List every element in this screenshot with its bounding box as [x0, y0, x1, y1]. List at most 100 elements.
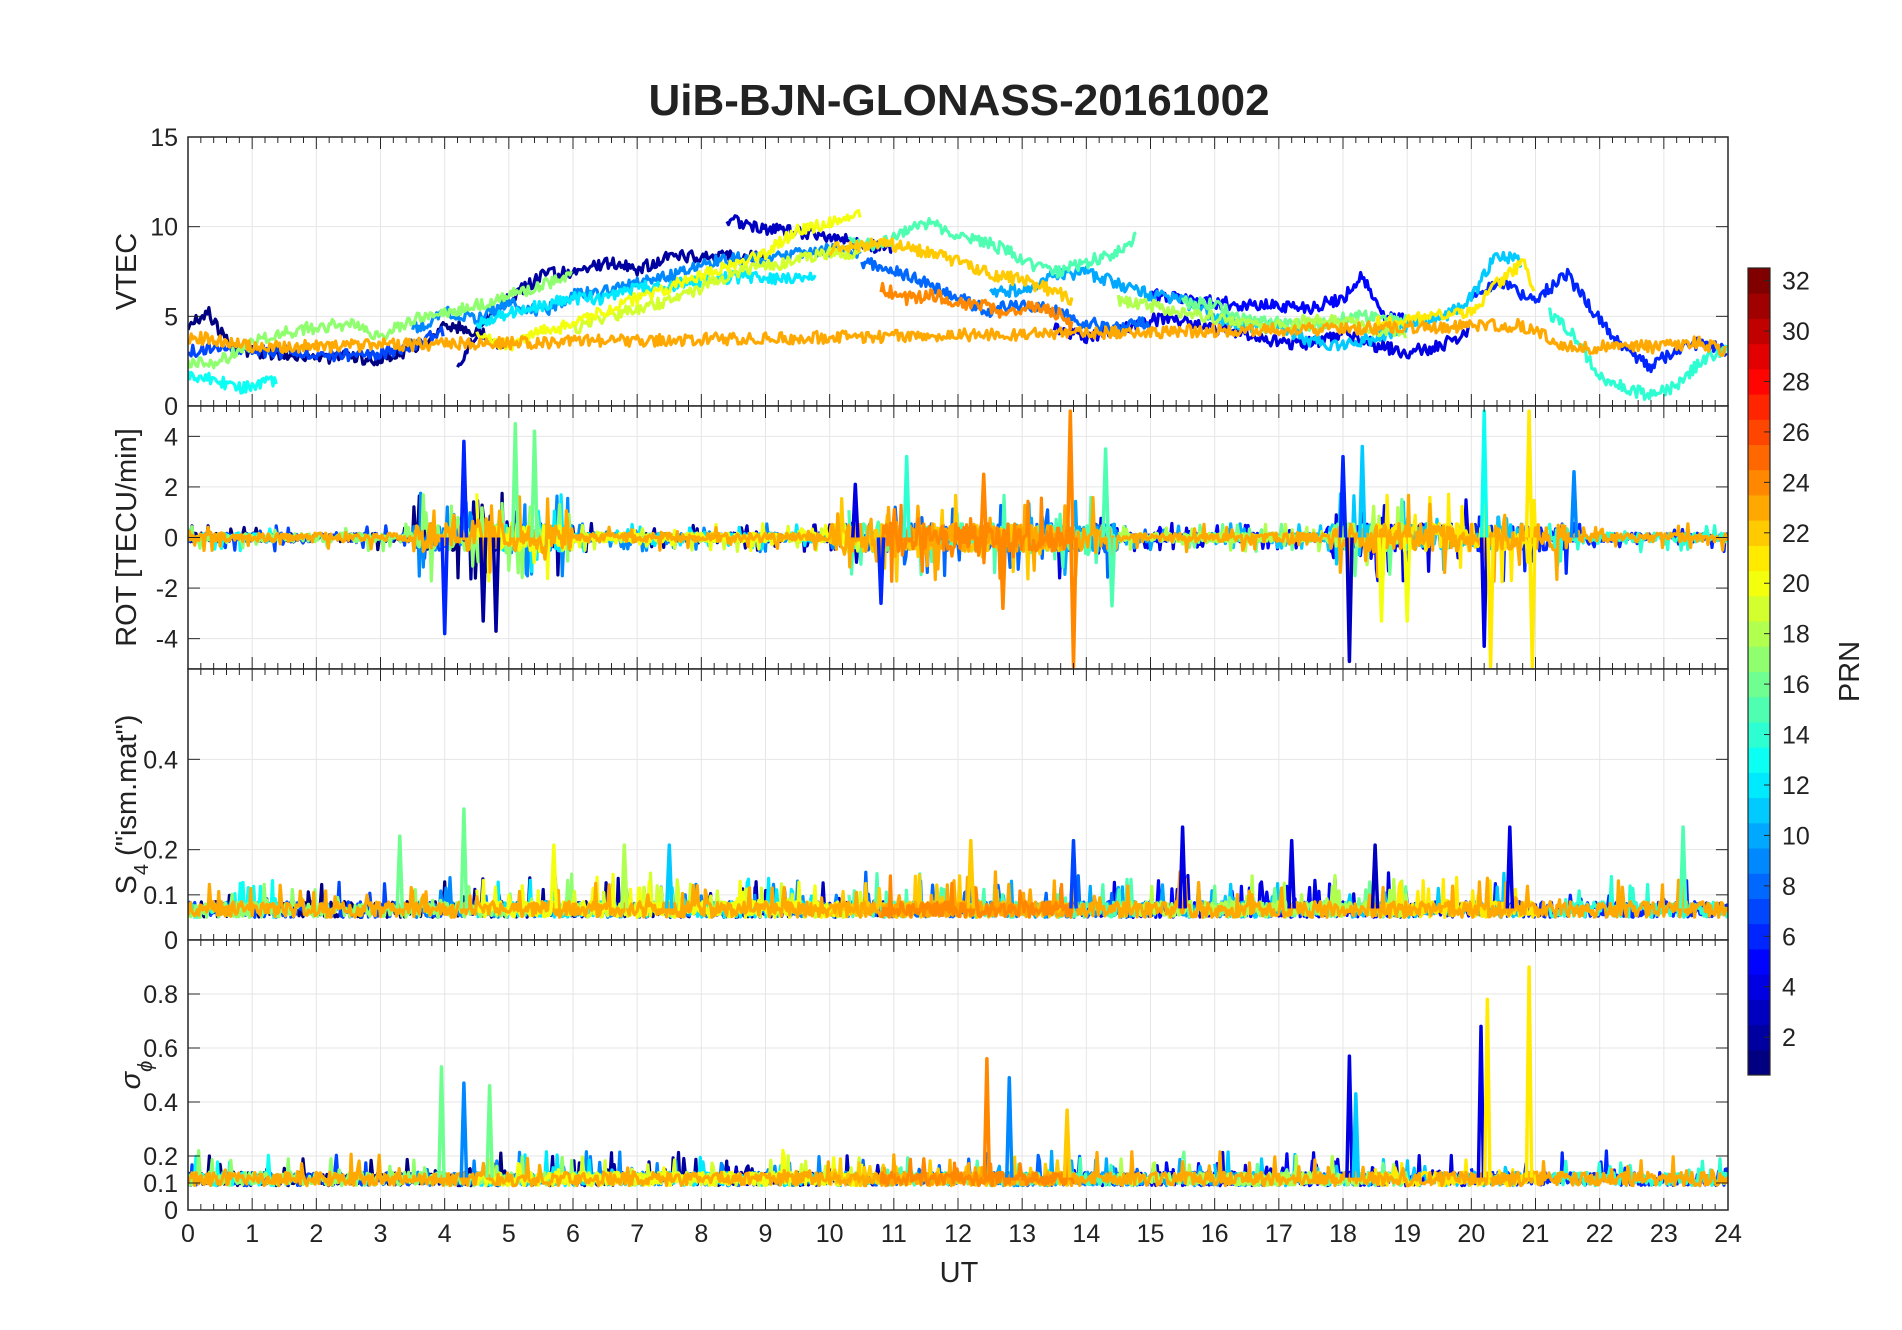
peak-prn-7-s4: [1069, 838, 1078, 909]
y-tick-label-vtec: 15: [150, 124, 178, 152]
peak-prn-14-rot: [902, 454, 911, 538]
colorbar-tick-label: 28: [1782, 368, 1810, 396]
peak-prn-11-rot: [1357, 444, 1367, 538]
peak-prn-15-rot: [1101, 447, 1110, 538]
colorbar-swatch-prn-19: [1748, 595, 1770, 622]
colorbar-swatch-prn-2: [1748, 1024, 1770, 1051]
peak-prn-16-sigma: [437, 1065, 446, 1178]
x-axis-label: UT: [940, 1257, 979, 1289]
y-tick-label-vtec: 5: [164, 303, 178, 331]
y-axis-label-s4: S4 ("ism.mat"): [111, 715, 153, 895]
peak-prn-24-rot: [1065, 409, 1075, 538]
panel-s4: 0 0.1 0.2 0.4S4 ("ism.mat"): [111, 668, 1729, 955]
colorbar-tick-label: 14: [1782, 722, 1810, 750]
chart-title: UiB-BJN-GLONASS-20161002: [648, 76, 1269, 125]
peak-prn-4-s4: [1505, 825, 1515, 909]
peak-prn-16-rot: [530, 429, 539, 538]
peak-prn-6-rot: [459, 439, 469, 538]
x-tick-label: 12: [944, 1220, 972, 1248]
colorbar-swatch-prn-3: [1748, 999, 1770, 1026]
y-tick-label-sigma: 0.1: [143, 1170, 178, 1198]
colorbar-swatch-prn-8: [1748, 873, 1770, 899]
series-prn-24-vtec: [879, 281, 1074, 332]
colorbar-tick-label: 32: [1782, 268, 1810, 296]
colorbar-tick-label: 30: [1782, 318, 1810, 346]
series-prn-23-vtec: [188, 317, 1727, 357]
panel-sigma: 00.10.2 0.4 0.6 0.8 σϕ: [115, 939, 1729, 1225]
panel-vtec: 0 5 10 15 VTEC: [111, 124, 1729, 421]
y-tick-label-rot: 0: [164, 525, 178, 553]
peak-prn-20-s4: [549, 843, 559, 909]
series-prn-17-vtec: [188, 270, 573, 370]
colorbar-swatch-prn-10: [1748, 822, 1770, 849]
y-tick-label-rot: -4: [156, 626, 178, 654]
colorbar-swatch-prn-26: [1748, 419, 1770, 446]
x-tick-label: 11: [881, 1220, 907, 1248]
peak-prn-9-rot: [1569, 470, 1579, 538]
peak-prn-4-s4: [1178, 825, 1187, 909]
colorbar-swatch-prn-21: [1748, 545, 1770, 572]
peak-prn-3-s4: [1370, 843, 1380, 909]
peak-prn-6-rot: [440, 537, 449, 636]
peak-prn-16-rot: [510, 421, 520, 538]
colorbar-tick-label: 20: [1782, 570, 1810, 598]
peak-prn-11-s4: [664, 843, 674, 909]
colorbar-tick-label: 10: [1782, 822, 1810, 850]
y-axis-label-vtec: VTEC: [111, 233, 143, 310]
peak-prn-21-rot: [1524, 409, 1534, 538]
colorbar-swatch-prn-27: [1748, 394, 1770, 420]
y-tick-label-s4: 0.1: [143, 882, 178, 910]
panel-rot: -4 -2 0 2 4 ROT [TECU/min]: [111, 405, 1729, 670]
series-prn-24-sigma: [879, 1156, 1076, 1188]
y-tick-label-s4: 0: [164, 927, 178, 955]
y-tick-label-sigma: 0.4: [143, 1089, 178, 1117]
peak-prn-16-sigma: [485, 1084, 494, 1178]
colorbar-swatch-prn-22: [1748, 520, 1770, 546]
y-tick-label-sigma: 0.2: [143, 1143, 178, 1171]
colorbar-swatch-prn-28: [1748, 368, 1770, 395]
series-prn-9-vtec: [411, 242, 862, 334]
panel-rot-data: [188, 409, 1728, 669]
peak-prn-4-s4: [1287, 838, 1296, 909]
series-prn-13-vtec: [188, 370, 278, 395]
colorbar-swatch-prn-32: [1748, 268, 1770, 294]
x-tick-label: 8: [694, 1220, 708, 1248]
peak-prn-21-sigma: [1524, 965, 1534, 1178]
y-tick-label-s4: 0.2: [143, 837, 178, 865]
series-prn-24-s4: [879, 874, 1075, 919]
colorbar-tick-label: 2: [1782, 1024, 1796, 1052]
colorbar-tick-label: 16: [1782, 671, 1810, 699]
series-prn-12-vtec: [475, 270, 817, 329]
peak-prn-4-rot: [851, 482, 860, 538]
peak-prn-15-rot: [1107, 537, 1117, 608]
peak-prn-24-rot: [979, 472, 988, 538]
y-tick-label-vtec: 10: [150, 214, 178, 242]
colorbar-tick-label: 8: [1782, 873, 1796, 901]
colorbar-frame: [1747, 267, 1771, 1076]
colorbar-tick-label: 12: [1782, 772, 1810, 800]
x-tick-label: 9: [759, 1220, 773, 1248]
series-prn-21-vtec: [1373, 258, 1536, 330]
peak-prn-21-rot: [1527, 537, 1537, 669]
x-tick-label: 18: [1329, 1220, 1357, 1248]
peak-prn-20-rot: [1377, 537, 1386, 623]
peak-prn-4-sigma: [1345, 1054, 1354, 1178]
y-tick-label-s4: 0.4: [143, 746, 178, 774]
peak-prn-21-rot: [1486, 537, 1495, 669]
colorbar-swatch-prn-11: [1748, 797, 1770, 824]
peak-prn-15-s4: [1678, 825, 1688, 909]
series-prn-15-vtec: [847, 217, 1137, 279]
peak-prn-9-sigma: [1005, 1075, 1014, 1178]
series-prn-22-vtec: [828, 237, 1074, 306]
colorbar-tick-label: 24: [1782, 469, 1810, 497]
colorbar-swatch-prn-15: [1748, 696, 1770, 723]
series-prn-5-vtec: [1149, 270, 1407, 325]
colorbar-swatch-prn-7: [1748, 898, 1770, 925]
y-tick-label-rot: 2: [164, 474, 178, 502]
colorbar-tick-label: 18: [1782, 621, 1810, 649]
colorbar-swatch-prn-29: [1748, 343, 1770, 370]
y-tick-label-rot: 4: [164, 423, 178, 451]
